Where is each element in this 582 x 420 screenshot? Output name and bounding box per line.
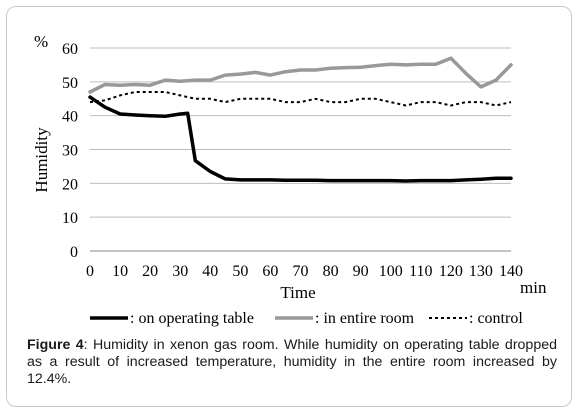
x-tick-label-30: 30 — [172, 263, 188, 280]
x-tick-label-70: 70 — [293, 263, 309, 280]
x-tick-label-140: 140 — [499, 263, 523, 280]
gridlines — [90, 47, 511, 218]
y-tick-label-60: 60 — [62, 41, 78, 58]
x-tick-label-20: 20 — [142, 263, 158, 280]
y-tick-label-30: 30 — [62, 143, 78, 160]
x-tick-label-120: 120 — [439, 263, 463, 280]
series-line-entire-room — [88, 56, 513, 94]
y-tick-label-50: 50 — [62, 75, 78, 92]
figure-caption: Figure 4: Humidity in xenon gas room. Wh… — [27, 337, 557, 388]
x-tick-label-110: 110 — [409, 263, 432, 280]
x-tick-labels: 0 10 20 30 40 50 60 70 80 90 100 110 120 130 140 — [86, 263, 523, 280]
series-lines — [88, 56, 513, 183]
y-axis-label: Humidity — [32, 127, 51, 193]
humidity-chart: 0 10 20 30 40 50 60 0 10 20 30 40 50 60 70 80 90 100 110 1… — [32, 32, 547, 327]
x-axis-label: Time — [280, 283, 315, 302]
x-tick-label-50: 50 — [232, 263, 248, 280]
x-tick-label-0: 0 — [86, 263, 94, 280]
x-tick-label-130: 130 — [469, 263, 493, 280]
legend-label-control: : control — [469, 310, 523, 327]
y-tick-label-40: 40 — [62, 109, 78, 126]
y-tick-label-0: 0 — [70, 244, 78, 261]
x-unit-label: min — [520, 278, 547, 297]
x-tick-label-90: 90 — [353, 263, 369, 280]
y-tick-label-20: 20 — [62, 176, 78, 193]
y-tick-label-10: 10 — [62, 210, 78, 227]
x-tick-label-40: 40 — [202, 263, 218, 280]
x-tick-label-10: 10 — [112, 263, 128, 280]
caption-label: Figure 4 — [27, 337, 84, 353]
legend: : on operating table : in entire room : … — [90, 310, 523, 327]
legend-label-entire-room: : in entire room — [315, 310, 415, 327]
series-line-control — [89, 91, 512, 107]
y-tick-labels: 0 10 20 30 40 50 60 — [62, 41, 78, 261]
series-line-operating-table — [88, 95, 513, 183]
y-unit-label: % — [34, 32, 48, 51]
legend-label-operating-table: : on operating table — [130, 310, 254, 327]
x-tick-label-60: 60 — [262, 263, 278, 280]
caption-text: : Humidity in xenon gas room. While humi… — [27, 337, 557, 387]
x-tick-label-80: 80 — [323, 263, 339, 280]
x-tick-label-100: 100 — [379, 263, 403, 280]
